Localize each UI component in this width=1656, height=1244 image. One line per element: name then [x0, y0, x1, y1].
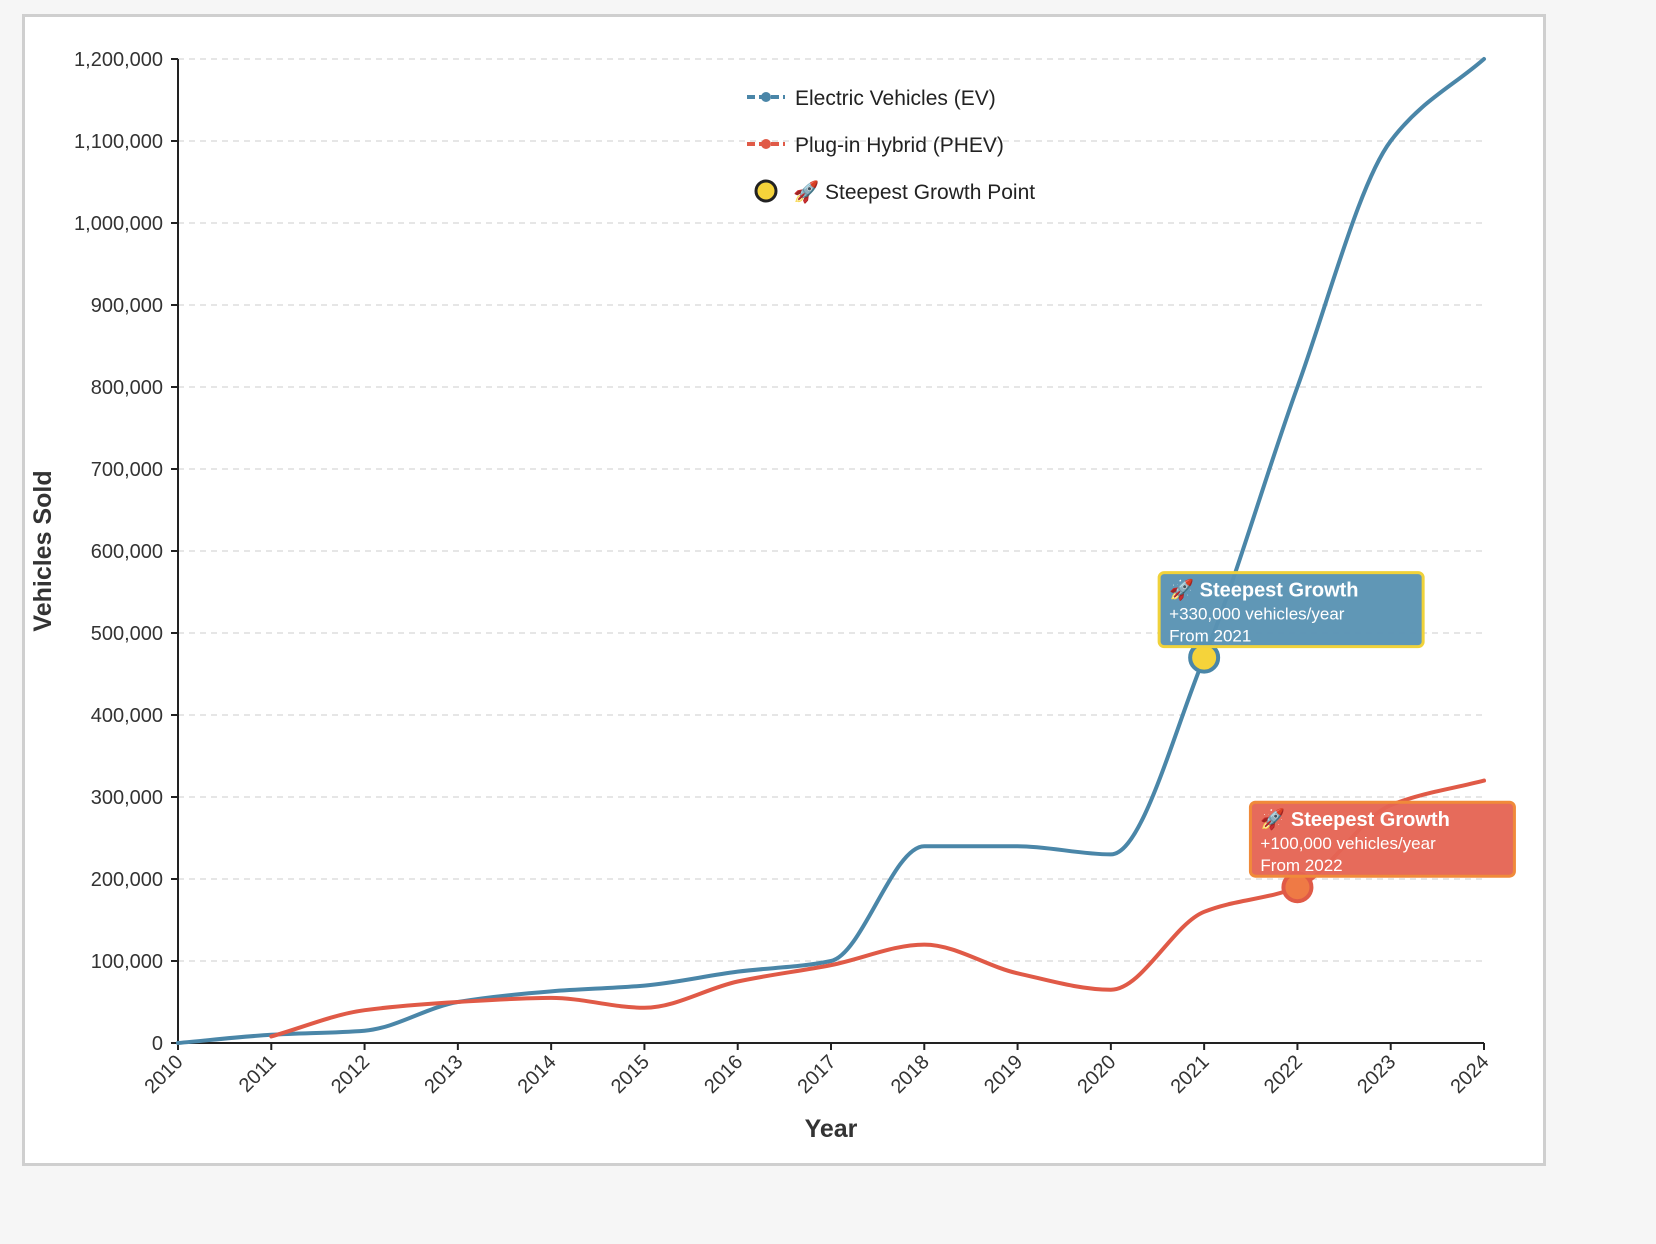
- x-tick-label: 2024: [1447, 1051, 1494, 1098]
- x-tick-label: 2021: [1167, 1051, 1214, 1098]
- legend-swatch-dot: [761, 139, 771, 149]
- y-tick-label: 800,000: [91, 377, 163, 399]
- callout-title: 🚀 Steepest Growth: [1260, 807, 1449, 831]
- x-tick-label: 2019: [980, 1051, 1027, 1098]
- legend-label: 🚀 Steepest Growth Point: [793, 179, 1035, 204]
- y-tick-label: 1,200,000: [74, 49, 163, 71]
- y-tick-label: 600,000: [91, 541, 163, 563]
- x-axis-title: Year: [805, 1115, 858, 1143]
- y-axis-ticks: 0 100,000 200,000 300,000 400,000 500,000 600,…: [74, 49, 178, 1055]
- x-tick-label: 2015: [607, 1051, 654, 1098]
- x-tick-label: 2012: [327, 1051, 374, 1098]
- x-tick-label: 2013: [420, 1051, 467, 1098]
- callout-from-year: From 2021: [1169, 627, 1251, 646]
- x-tick-label: 2017: [794, 1051, 841, 1098]
- x-tick-label: 2018: [887, 1051, 934, 1098]
- callout-growth-rate: +330,000 vehicles/year: [1169, 605, 1345, 624]
- callout-box: [1157, 571, 1425, 649]
- y-tick-label: 200,000: [91, 869, 163, 891]
- x-tick-label: 2014: [514, 1051, 561, 1098]
- y-tick-label: 0: [152, 1033, 163, 1055]
- legend-swatch-marker: [754, 179, 778, 203]
- x-tick-label: 2011: [235, 1051, 281, 1097]
- x-tick-label: 2023: [1353, 1051, 1400, 1098]
- x-tick-label: 2022: [1260, 1051, 1307, 1098]
- line-chart: 0 100,000 200,000 300,000 400,000 500,000 600,…: [29, 49, 1516, 1143]
- steepest-growth-callout: 🚀 Steepest Growth +330,000 vehicles/year F…: [1157, 571, 1425, 674]
- callout-title: 🚀 Steepest Growth: [1169, 578, 1358, 602]
- x-tick-label: 2016: [700, 1051, 747, 1098]
- ev-series-line: [176, 57, 1486, 1045]
- legend: Electric Vehicles (EV) Plug-in Hybrid (PH…: [747, 87, 1035, 204]
- y-tick-label: 700,000: [91, 459, 163, 481]
- x-tick-label: 2020: [1073, 1051, 1120, 1098]
- legend-swatch-dot: [761, 92, 771, 102]
- y-axis-title: Vehicles Sold: [29, 470, 57, 631]
- legend-item: Plug-in Hybrid (PHEV): [747, 134, 1004, 157]
- y-tick-label: 300,000: [91, 787, 163, 809]
- annotations: 🚀 Steepest Growth +330,000 vehicles/year F…: [1157, 571, 1516, 904]
- x-tick-label: 2010: [141, 1051, 188, 1098]
- y-tick-label: 900,000: [91, 295, 163, 317]
- grid-lines: [178, 58, 1484, 962]
- legend-item: 🚀 Steepest Growth Point: [754, 179, 1035, 204]
- callout-box: [1248, 800, 1516, 878]
- y-tick-label: 1,000,000: [74, 213, 163, 235]
- x-axis-ticks: 2010 2011 2012 2013 2014 2015 2016 2017 2018 2019…: [141, 1043, 1494, 1098]
- callout-growth-rate: +100,000 vehicles/year: [1260, 834, 1436, 853]
- chart-frame: 0 100,000 200,000 300,000 400,000 500,000 600,…: [22, 14, 1546, 1166]
- steepest-growth-callout: 🚀 Steepest Growth +100,000 vehicles/year F…: [1248, 800, 1516, 904]
- legend-label: Electric Vehicles (EV): [795, 87, 996, 110]
- callout-from-year: From 2022: [1260, 856, 1342, 875]
- y-tick-label: 400,000: [91, 705, 163, 727]
- y-tick-label: 100,000: [91, 951, 163, 973]
- y-tick-label: 500,000: [91, 623, 163, 645]
- y-tick-label: 1,100,000: [74, 131, 163, 153]
- legend-label: Plug-in Hybrid (PHEV): [795, 134, 1004, 157]
- legend-item: Electric Vehicles (EV): [747, 87, 996, 110]
